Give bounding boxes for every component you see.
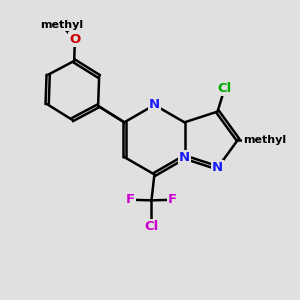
Text: N: N — [149, 98, 160, 111]
Text: Cl: Cl — [218, 82, 232, 95]
Text: N: N — [179, 151, 190, 164]
Text: F: F — [168, 193, 177, 206]
Text: O: O — [69, 33, 80, 46]
Text: Cl: Cl — [144, 220, 159, 233]
Text: N: N — [212, 161, 223, 174]
Text: methyl: methyl — [40, 20, 83, 30]
Text: F: F — [126, 193, 135, 206]
Text: methyl: methyl — [243, 135, 286, 145]
